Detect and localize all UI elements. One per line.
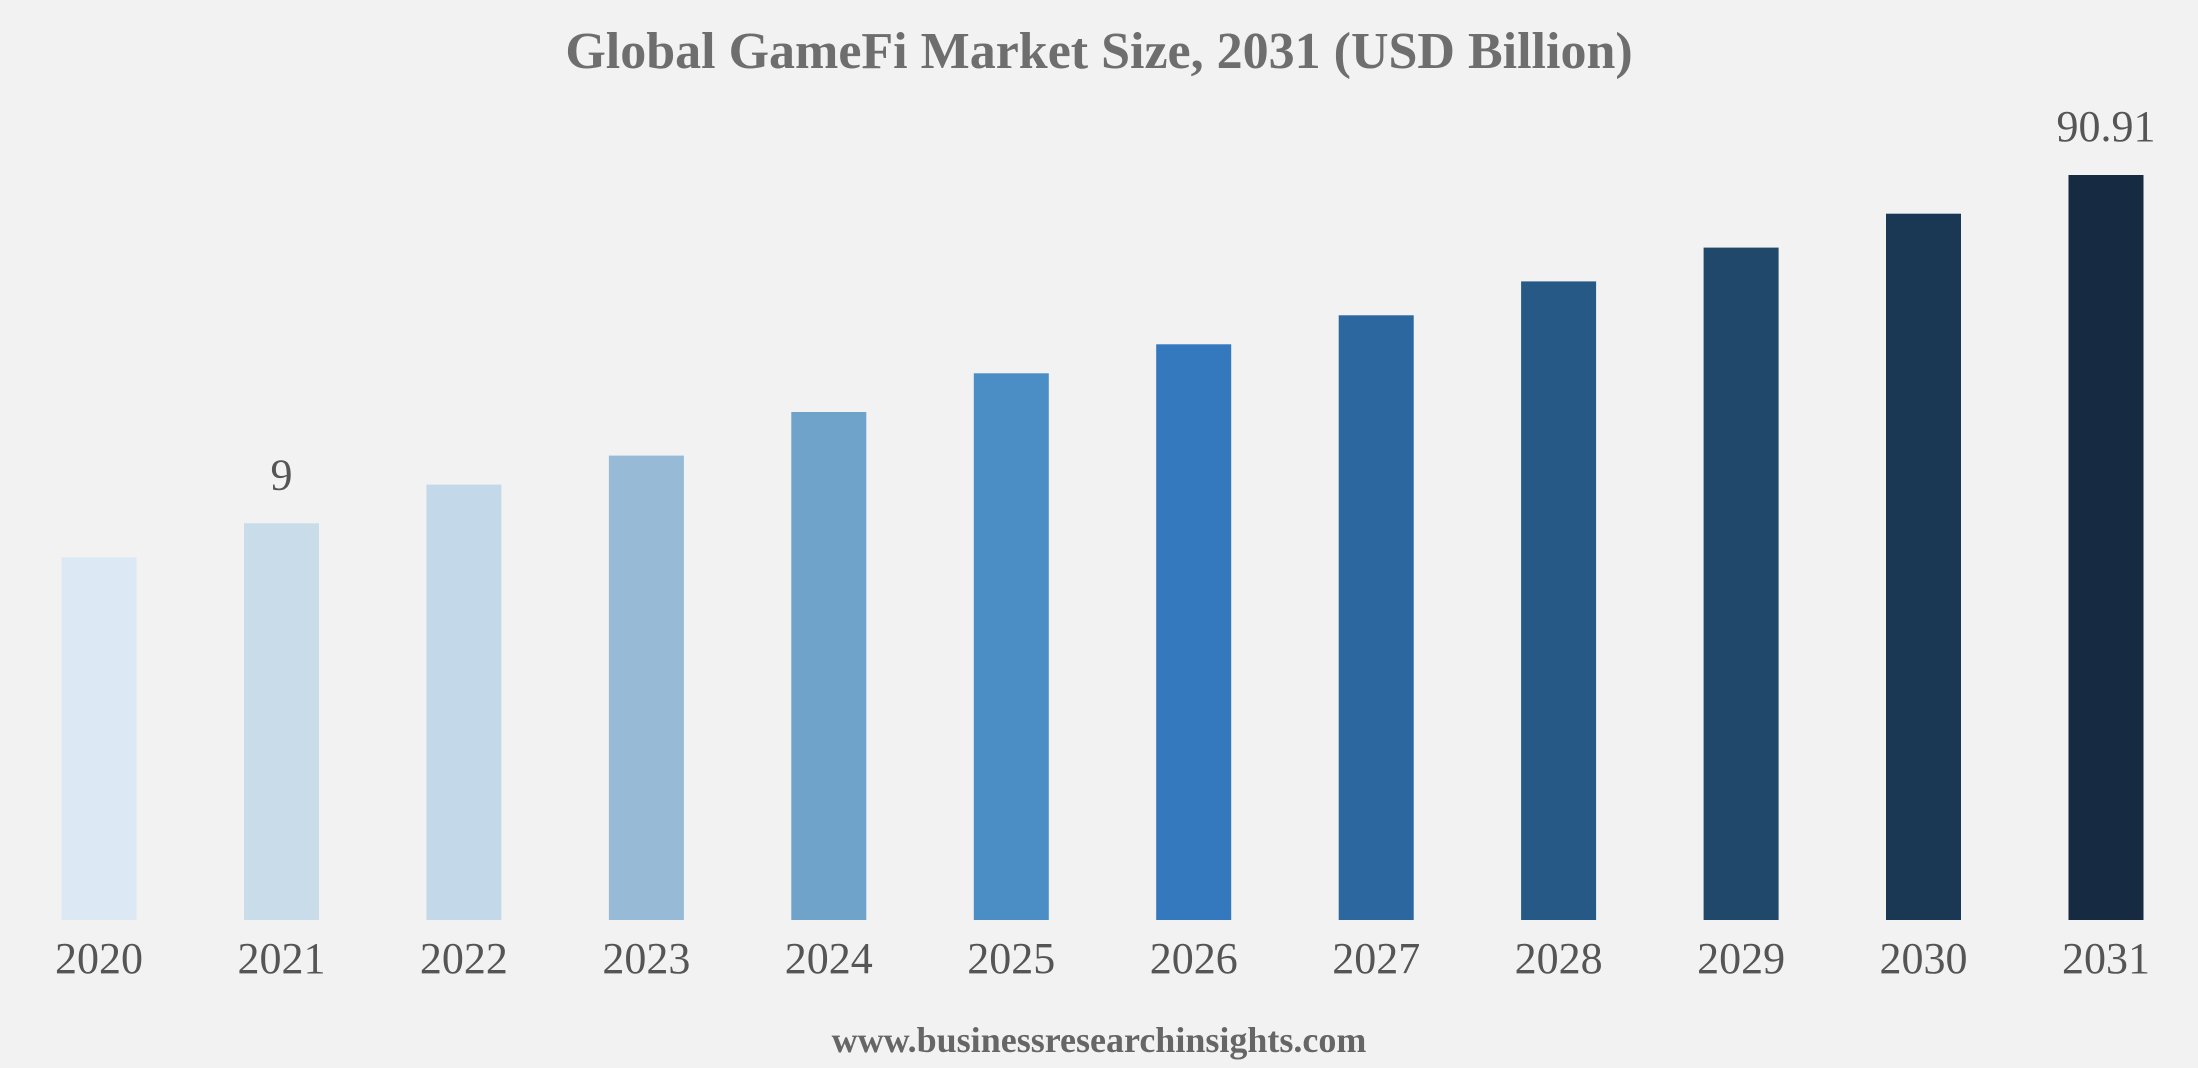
bar-2020 [61,557,137,920]
data-label-2031: 90.91 [2057,102,2156,151]
x-tick-label-2024: 2024 [785,934,873,983]
x-tick-label-2030: 2030 [1880,934,1968,983]
x-tick-label-2025: 2025 [967,934,1055,983]
x-tick-label-2029: 2029 [1697,934,1785,983]
data-label-2021: 9 [271,450,293,499]
source-text: www.businessresearchinsights.com [832,1020,1367,1060]
bar-2030 [1886,213,1961,920]
x-tick-label-2027: 2027 [1332,934,1420,983]
data-labels: 990.91 [271,102,2156,499]
bar-2029 [1703,247,1779,921]
bar-2023 [608,455,684,920]
x-tick-label-2022: 2022 [420,934,508,983]
chart-title: Global GameFi Market Size, 2031 (USD Bil… [565,23,1632,80]
bar-2026 [1156,344,1232,920]
x-tick-label-2026: 2026 [1150,934,1238,983]
x-tick-label-2028: 2028 [1515,934,1603,983]
x-tick-labels: 2020 2021 2022 2023 2024 2025 2026 2027 2028 2029… [55,934,2150,983]
bar-2027 [1338,315,1414,920]
bar-2025 [973,373,1049,920]
bars-group [61,175,2144,921]
x-tick-label-2031: 2031 [2062,934,2150,983]
bar-2031 [2068,175,2144,920]
x-tick-label-2021: 2021 [238,934,326,983]
bar-2024 [791,412,867,920]
bar-2022 [426,484,502,920]
bar-2028 [1521,281,1597,920]
bar-2021 [244,523,319,920]
x-tick-label-2023: 2023 [602,934,690,983]
x-tick-label-2020: 2020 [55,934,143,983]
